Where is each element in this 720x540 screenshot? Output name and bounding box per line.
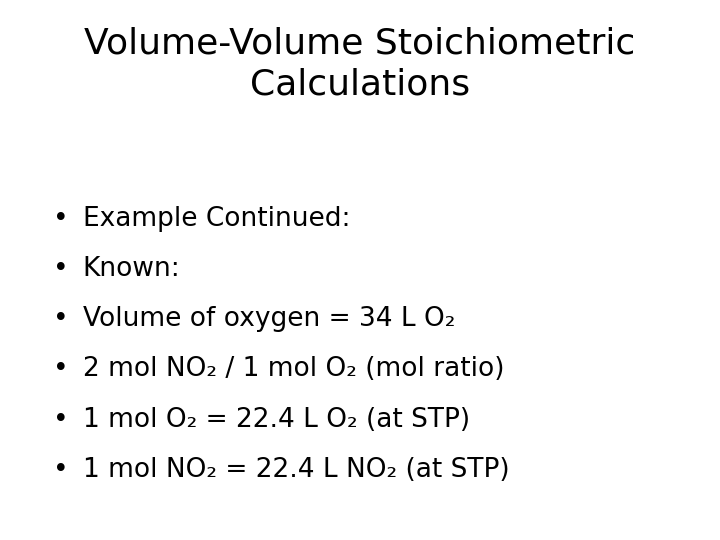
Text: Known:: Known: <box>83 256 181 282</box>
Text: •: • <box>53 407 69 433</box>
Text: Example Continued:: Example Continued: <box>83 206 351 232</box>
Text: 2 mol NO₂ / 1 mol O₂ (mol ratio): 2 mol NO₂ / 1 mol O₂ (mol ratio) <box>83 356 504 382</box>
Text: Volume-Volume Stoichiometric
Calculations: Volume-Volume Stoichiometric Calculation… <box>84 27 636 102</box>
Text: •: • <box>53 256 69 282</box>
Text: 1 mol NO₂ = 22.4 L NO₂ (at STP): 1 mol NO₂ = 22.4 L NO₂ (at STP) <box>83 457 510 483</box>
Text: •: • <box>53 356 69 382</box>
Text: •: • <box>53 206 69 232</box>
Text: Volume of oxygen = 34 L O₂: Volume of oxygen = 34 L O₂ <box>83 306 455 332</box>
Text: •: • <box>53 457 69 483</box>
Text: 1 mol O₂ = 22.4 L O₂ (at STP): 1 mol O₂ = 22.4 L O₂ (at STP) <box>83 407 470 433</box>
Text: •: • <box>53 306 69 332</box>
